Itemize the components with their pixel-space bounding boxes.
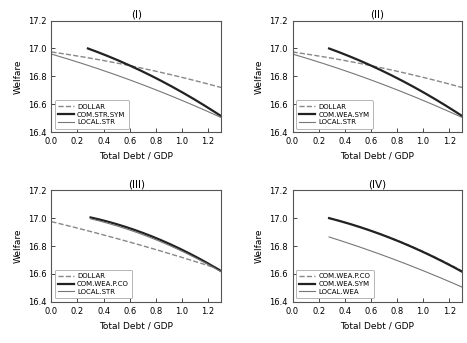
Title: (III): (III): [128, 179, 145, 189]
Y-axis label: Welfare: Welfare: [14, 229, 22, 263]
Legend: DOLLAR, COM.STR.SYM, LOCAL.STR: DOLLAR, COM.STR.SYM, LOCAL.STR: [55, 100, 129, 129]
Title: (I): (I): [131, 10, 142, 20]
X-axis label: Total Debt / GDP: Total Debt / GDP: [340, 152, 414, 161]
Legend: DOLLAR, COM.WEA.P.CO, LOCAL.STR: DOLLAR, COM.WEA.P.CO, LOCAL.STR: [55, 270, 133, 298]
Y-axis label: Welfare: Welfare: [255, 59, 263, 94]
Title: (IV): (IV): [368, 179, 387, 189]
Y-axis label: Welfare: Welfare: [255, 229, 263, 263]
X-axis label: Total Debt / GDP: Total Debt / GDP: [99, 321, 173, 330]
X-axis label: Total Debt / GDP: Total Debt / GDP: [340, 321, 414, 330]
Title: (II): (II): [370, 10, 384, 20]
Legend: DOLLAR, COM.WEA.SYM, LOCAL.STR: DOLLAR, COM.WEA.SYM, LOCAL.STR: [296, 100, 373, 129]
X-axis label: Total Debt / GDP: Total Debt / GDP: [99, 152, 173, 161]
Y-axis label: Welfare: Welfare: [14, 59, 22, 94]
Legend: COM.WEA.P.CO, COM.WEA.SYM, LOCAL.WEA: COM.WEA.P.CO, COM.WEA.SYM, LOCAL.WEA: [296, 270, 374, 298]
